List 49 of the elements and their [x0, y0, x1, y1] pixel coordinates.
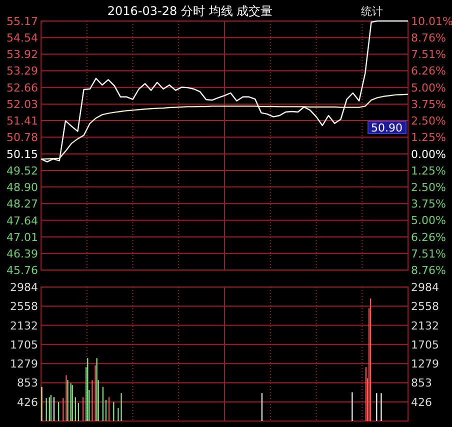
y2-tick-label: 1.25% [411, 164, 446, 178]
y2-tick-label: 2984 [411, 281, 439, 294]
y2-tick-label: 6.26% [411, 64, 446, 78]
chart-title: 2016-03-28 分时 均线 成交量 [107, 4, 273, 18]
y-tick-label: 2132 [10, 319, 38, 332]
y-tick-label: 49.52 [6, 164, 38, 178]
y2-tick-label: 1.25% [411, 131, 446, 144]
y-tick-label: 52.66 [6, 81, 38, 94]
y-tick-label: 52.03 [6, 98, 38, 112]
y-tick-label: 1705 [10, 338, 38, 352]
y2-tick-label: 2.50% [411, 114, 446, 128]
y-tick-label: 1279 [10, 358, 38, 371]
y2-tick-label: 5.00% [411, 214, 446, 228]
y-tick-label: 48.27 [6, 198, 38, 211]
y2-tick-label: 10.01% [411, 15, 452, 28]
y-tick-label: 50.78 [6, 131, 38, 144]
y2-tick-label: 8.76% [411, 264, 446, 277]
y2-tick-label: 6.26% [411, 230, 446, 244]
y-tick-label: 54.54 [6, 32, 38, 45]
y2-tick-label: 7.51% [411, 247, 446, 260]
y2-tick-label: 5.00% [411, 81, 446, 94]
y-tick-label: 2984 [10, 281, 38, 294]
y-tick-label: 50.15 [6, 148, 38, 161]
y-tick-label: 45.76 [6, 264, 38, 277]
y-tick-label: 55.17 [6, 15, 38, 28]
y2-tick-label: 8.76% [411, 32, 446, 45]
y-tick-label: 853 [17, 376, 38, 390]
y-tick-label: 426 [17, 396, 38, 409]
y-tick-label: 53.92 [6, 48, 38, 62]
y-tick-label: 48.90 [6, 180, 38, 194]
y2-tick-label: 426 [411, 396, 432, 409]
text: 统计 [361, 5, 383, 18]
y2-tick-label: 2132 [411, 319, 439, 332]
y-tick-label: 46.39 [6, 247, 38, 260]
y2-tick-label: 1279 [411, 358, 439, 371]
y2-tick-label: 3.75% [411, 98, 446, 112]
y-tick-label: 47.64 [6, 214, 38, 228]
y2-tick-label: 1705 [411, 338, 439, 352]
y2-tick-label: 853 [411, 376, 432, 390]
y-tick-label: 53.29 [6, 64, 38, 78]
y2-tick-label: 0.00% [411, 148, 446, 161]
y-tick-label: 51.41 [6, 114, 38, 128]
annotation: 50.90 [371, 122, 402, 134]
y2-tick-label: 2.50% [411, 180, 446, 194]
y-tick-label: 47.01 [6, 230, 38, 244]
y-tick-label: 2558 [10, 300, 38, 314]
y2-tick-label: 7.51% [411, 48, 446, 62]
y2-tick-label: 2558 [411, 300, 439, 314]
y2-tick-label: 3.75% [411, 198, 446, 211]
